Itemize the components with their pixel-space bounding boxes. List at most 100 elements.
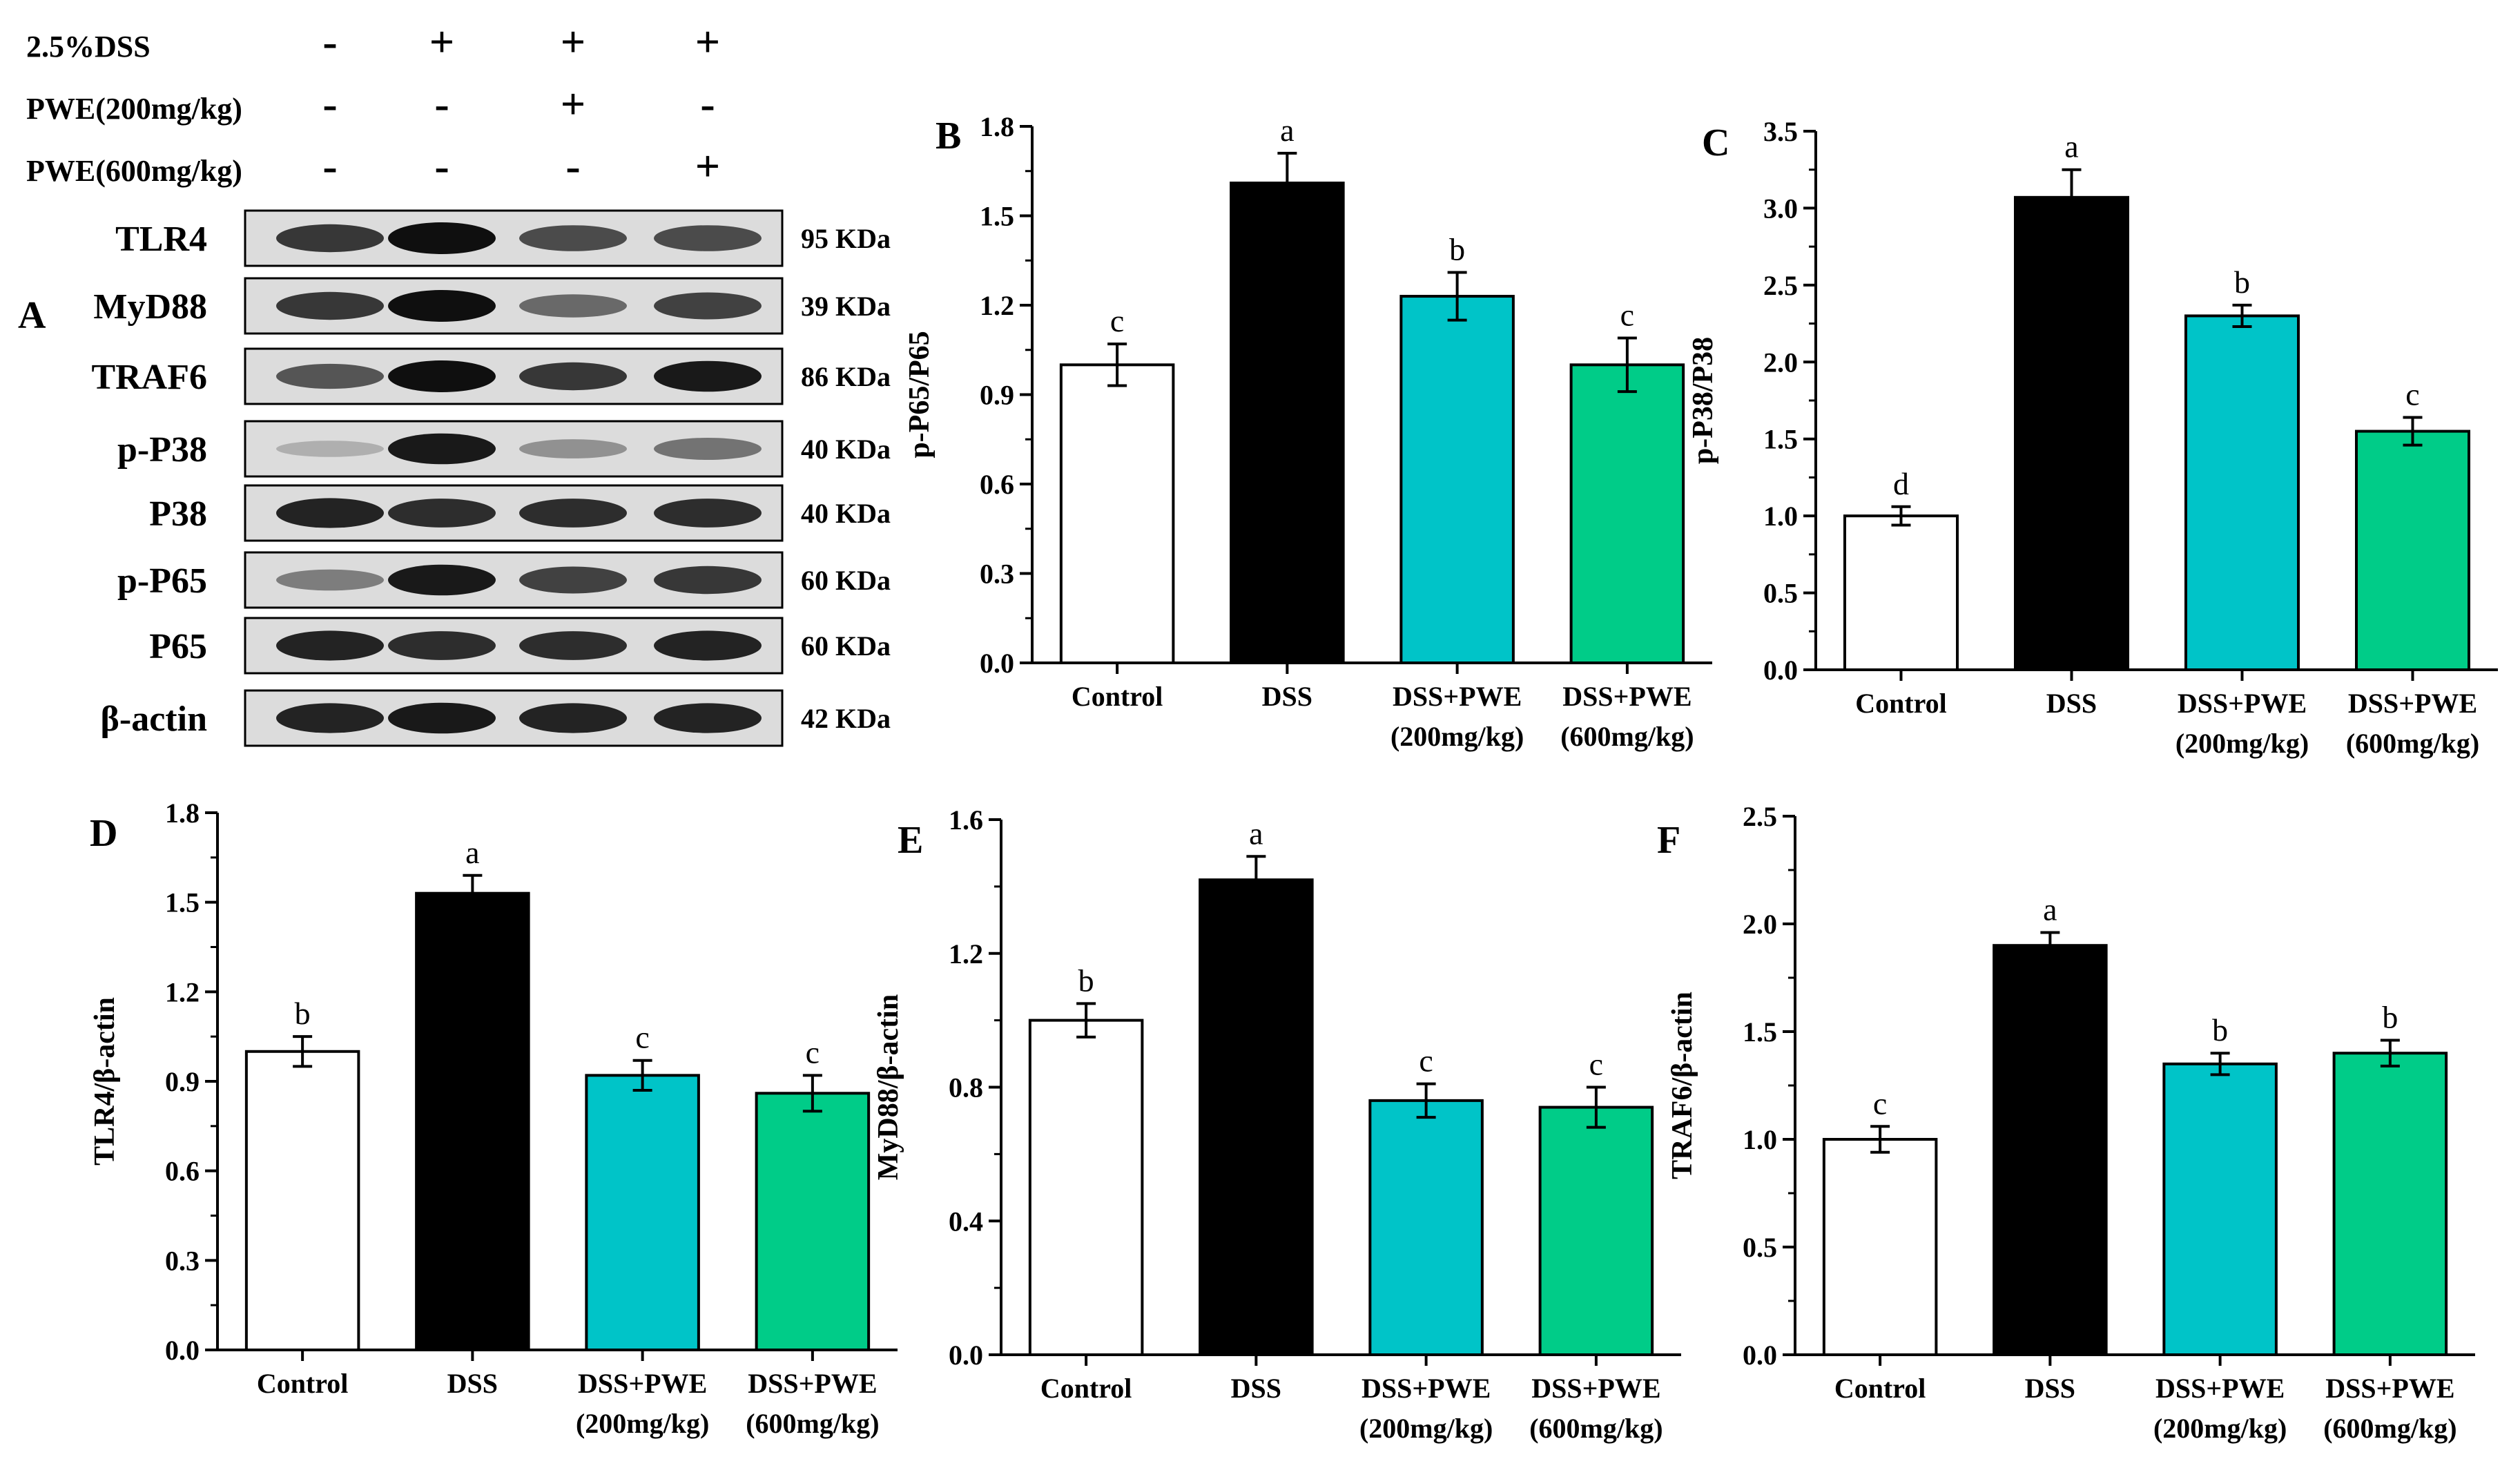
bar [2332, 1052, 2448, 1356]
band-size-label: 39 KDa [801, 291, 891, 322]
band-size-label: 60 KDa [801, 630, 891, 661]
significance-letter: a [1249, 815, 1263, 851]
x-tick-label: DSS [1262, 681, 1312, 712]
blot-band [276, 703, 384, 733]
protein-label: TRAF6 [91, 358, 207, 397]
chart-panel-f: F 0.0 0.5 1.0 1.5 2.0 2.5 TRAF6/β-actin c Control… [1657, 801, 2475, 1444]
bar [2184, 314, 2300, 671]
y-tick-label: 0.9 [980, 380, 1014, 411]
significance-letter: c [1110, 303, 1124, 338]
y-axis-label: TRAF6/β-actin [1667, 992, 1698, 1179]
bar [1230, 182, 1345, 664]
blot-band [654, 225, 762, 251]
x-tick-label: DSS+PWE [2178, 688, 2307, 719]
western-blot-panel: 2.5%DSS - + + + PWE(200mg/kg) - - + - PWE(600mg/kg… [18, 17, 891, 747]
protein-label: p-P38 [117, 430, 207, 470]
y-tick-label: 0.5 [1763, 578, 1798, 609]
x-tick-label: (600mg/kg) [1529, 1413, 1663, 1444]
significance-letter: c [1589, 1047, 1603, 1082]
blot-band [276, 291, 384, 320]
significance-letter: a [2064, 129, 2078, 164]
bar [1843, 514, 1959, 672]
protein-label: TLR4 [115, 220, 207, 259]
treatment-mark: + [561, 79, 585, 128]
significance-letter: a [1280, 113, 1294, 148]
bar [1199, 878, 1314, 1356]
significance-letter: c [1873, 1085, 1887, 1121]
protein-label: P65 [149, 627, 207, 666]
significance-letter: a [2043, 891, 2057, 927]
significance-letter: a [465, 835, 479, 870]
panel-label-a: A [18, 294, 46, 337]
panel-label: F [1657, 819, 1680, 862]
blot-band [388, 433, 496, 465]
significance-letter: c [806, 1034, 820, 1070]
y-axis-label: MyD88/β-actin [873, 994, 904, 1180]
treatment-mark: - [322, 142, 337, 191]
x-tick-label: DSS+PWE [2348, 688, 2477, 719]
x-tick-label: (200mg/kg) [2175, 728, 2309, 759]
blot-band [276, 224, 384, 253]
bar [1368, 1099, 1484, 1356]
panel-label: B [936, 115, 961, 157]
band-size-label: 95 KDa [801, 223, 891, 254]
bar [415, 891, 530, 1351]
x-tick-label: DSS+PWE [578, 1368, 707, 1399]
blot-band [519, 362, 627, 391]
treatment-label: PWE(200mg/kg) [26, 92, 242, 126]
y-tick-label: 0.0 [1743, 1340, 1777, 1371]
y-tick-label: 2.0 [1743, 909, 1777, 940]
treatment-mark: - [434, 79, 449, 128]
y-tick-label: 1.2 [949, 938, 983, 969]
x-tick-label: DSS+PWE [1361, 1373, 1491, 1404]
panel-label: E [898, 819, 923, 862]
significance-letter: b [2382, 999, 2398, 1034]
bar [1059, 363, 1175, 664]
chart-panel-c: C 0.0 0.5 1.0 1.5 2.0 2.5 3.0 3.5 p-P38/P38 d Contr… [1687, 116, 2498, 759]
x-tick-label: (200mg/kg) [1359, 1413, 1493, 1444]
chart-panel-e: E 0.0 0.4 0.8 1.2 1.6 MyD88/β-actin b Control a DS… [873, 804, 1681, 1444]
treatment-mark: - [434, 142, 449, 191]
x-tick-label: DSS+PWE [2325, 1373, 2454, 1404]
protein-label: p-P65 [117, 561, 207, 601]
significance-letter: c [1620, 297, 1634, 332]
blot-band [388, 631, 496, 660]
significance-letter: c [635, 1020, 649, 1055]
y-tick-label: 0.0 [165, 1335, 200, 1366]
blot-band [519, 439, 627, 458]
x-tick-label: DSS+PWE [748, 1368, 877, 1399]
x-tick-label: Control [1855, 688, 1947, 719]
y-tick-label: 0.0 [980, 648, 1014, 679]
blot-band [654, 499, 762, 528]
x-tick-label: DSS+PWE [1531, 1373, 1660, 1404]
x-tick-label: (600mg/kg) [1560, 721, 1694, 752]
bar [2013, 195, 2130, 672]
band-size-label: 86 KDa [801, 361, 891, 392]
x-tick-label: Control [1040, 1373, 1132, 1404]
significance-letter: d [1893, 466, 1909, 501]
blot-band [654, 360, 762, 392]
y-tick-label: 0.5 [1743, 1232, 1777, 1263]
bar [2162, 1062, 2278, 1357]
blot-band [654, 566, 762, 595]
y-axis-label: p-P65/P65 [904, 331, 936, 458]
significance-letter: b [2212, 1012, 2228, 1047]
y-tick-label: 0.6 [165, 1156, 200, 1187]
x-tick-label: Control [1072, 681, 1163, 712]
x-tick-label: DSS+PWE [1562, 681, 1692, 712]
bar [585, 1074, 700, 1352]
significance-letter: b [1078, 963, 1094, 998]
y-axis-label: p-P38/P38 [1687, 337, 1719, 464]
y-axis-label: TLR4/β-actin [89, 997, 121, 1166]
blot-band [388, 499, 496, 528]
y-tick-label: 1.5 [165, 887, 200, 918]
y-tick-label: 3.5 [1763, 116, 1798, 147]
x-tick-label: DSS [2025, 1373, 2075, 1404]
x-tick-label: (600mg/kg) [2346, 728, 2479, 759]
y-tick-label: 1.2 [980, 290, 1014, 321]
blot-band [519, 703, 627, 733]
x-tick-label: DSS [447, 1368, 498, 1399]
y-tick-label: 0.3 [165, 1245, 200, 1276]
treatment-label: 2.5%DSS [26, 30, 151, 64]
